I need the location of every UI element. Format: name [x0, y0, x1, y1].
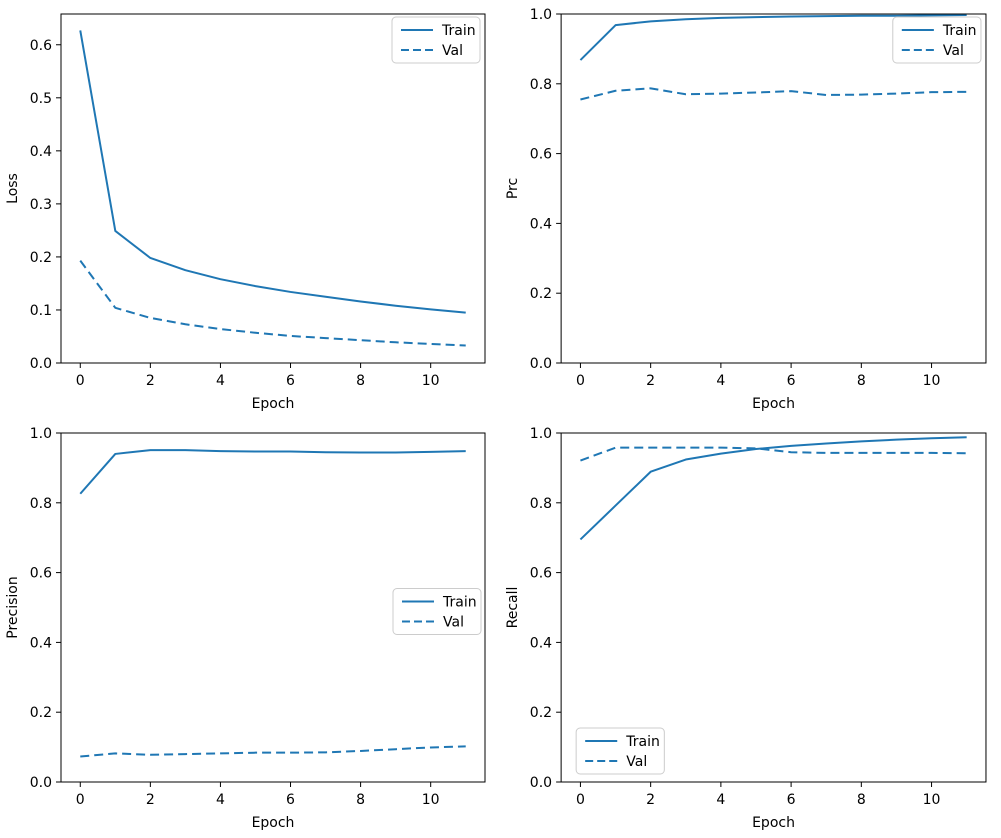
x-tick-label: 2 [146, 373, 155, 389]
x-tick-label: 10 [923, 792, 941, 808]
x-tick-label: 2 [646, 792, 655, 808]
y-tick-label: 0.0 [530, 356, 552, 372]
y-axis-label: Recall [505, 587, 521, 629]
series-line-val [580, 87, 967, 101]
x-tick-label: 8 [857, 792, 866, 808]
x-axis-label: Epoch [252, 815, 295, 831]
x-tick-label: 6 [286, 373, 295, 389]
legend: Train Val [391, 16, 481, 64]
recall-chart: 0 2 4 6 8 10 0.0 0.2 0.4 0.6 0.8 1.0 Epoch Recall Trai… [500, 419, 1001, 838]
x-tick-label: 6 [787, 373, 796, 389]
legend-label-val: Val [443, 615, 464, 631]
legend: Train Val [392, 588, 482, 635]
y-tick-label: 1.0 [30, 426, 52, 442]
x-tick-label: 2 [146, 792, 155, 808]
legend-label-train: Train [442, 595, 477, 611]
legend-label-train: Train [942, 23, 977, 39]
x-tick-label: 8 [857, 373, 866, 389]
x-tick-label: 2 [646, 373, 655, 389]
y-axis-label: Prc [505, 178, 521, 199]
series-line-train [579, 436, 967, 541]
loss-chart: 0 2 4 6 8 10 0.0 0.1 0.2 0.3 0.4 0.5 0.6 Epoch Loss Tra… [0, 0, 500, 419]
series-line-val [580, 446, 967, 462]
x-tick-label: 4 [716, 373, 725, 389]
x-tick-label: 0 [576, 373, 585, 389]
loss-chart-canvas: 0 2 4 6 8 10 0.0 0.1 0.2 0.3 0.4 0.5 0.6 Epoch Loss Tra… [0, 0, 500, 419]
y-tick-label: 0.2 [30, 250, 52, 266]
y-tick-label: 0.0 [30, 356, 52, 372]
x-tick-label: 10 [422, 792, 440, 808]
series-line-train [579, 14, 967, 61]
series-line-val [80, 745, 466, 758]
y-tick-label: 0.8 [530, 496, 552, 512]
y-tick-label: 0.1 [30, 303, 52, 319]
x-tick-label: 4 [216, 792, 225, 808]
x-tick-label: 10 [923, 373, 941, 389]
y-tick-label: 0.6 [30, 38, 52, 54]
y-tick-label: 0.0 [30, 775, 52, 791]
y-axis-label: Precision [5, 576, 21, 638]
x-tick-label: 8 [356, 373, 365, 389]
y-tick-label: 0.8 [530, 77, 552, 93]
x-tick-label: 4 [716, 792, 725, 808]
y-tick-label: 0.4 [30, 144, 52, 160]
prc-chart: 0 2 4 6 8 10 0.0 0.2 0.4 0.6 0.8 1.0 Epoch Prc Train Va… [500, 0, 1001, 419]
x-tick-label: 0 [576, 792, 585, 808]
x-tick-label: 6 [787, 792, 796, 808]
legend-label-train: Train [441, 23, 476, 39]
y-tick-label: 1.0 [530, 7, 552, 23]
series-line-train [79, 449, 466, 495]
x-tick-label: 6 [286, 792, 295, 808]
y-tick-label: 0.6 [530, 566, 552, 582]
y-tick-label: 0.8 [30, 496, 52, 512]
y-tick-label: 0.4 [530, 635, 552, 651]
x-axis-label: Epoch [752, 396, 795, 412]
recall-chart-canvas: 0 2 4 6 8 10 0.0 0.2 0.4 0.6 0.8 1.0 Epoch Recall Trai… [500, 419, 1001, 838]
y-tick-label: 1.0 [530, 426, 552, 442]
x-axis-label: Epoch [752, 815, 795, 831]
y-tick-label: 0.4 [530, 216, 552, 232]
legend-label-val: Val [943, 43, 964, 59]
y-tick-label: 0.2 [530, 705, 552, 721]
y-tick-label: 0.4 [30, 635, 52, 651]
legend: Train Val [575, 727, 665, 775]
y-tick-label: 0.6 [30, 566, 52, 582]
x-tick-label: 8 [356, 792, 365, 808]
y-tick-label: 0.2 [30, 705, 52, 721]
y-axis-label: Loss [5, 173, 21, 204]
x-axis-label: Epoch [252, 396, 295, 412]
prc-chart-canvas: 0 2 4 6 8 10 0.0 0.2 0.4 0.6 0.8 1.0 Epoch Prc Train Va… [500, 0, 1001, 419]
y-tick-label: 0.2 [530, 286, 552, 302]
legend-label-train: Train [625, 734, 660, 750]
legend-label-val: Val [626, 754, 647, 770]
series-line-val [79, 260, 466, 347]
x-tick-label: 0 [76, 792, 85, 808]
precision-chart-canvas: 0 2 4 6 8 10 0.0 0.2 0.4 0.6 0.8 1.0 Epoch Precision T… [0, 419, 500, 838]
precision-chart: 0 2 4 6 8 10 0.0 0.2 0.4 0.6 0.8 1.0 Epoch Precision T… [0, 419, 500, 838]
y-tick-label: 0.0 [530, 775, 552, 791]
y-tick-label: 0.6 [530, 147, 552, 163]
y-tick-label: 0.3 [30, 197, 52, 213]
legend-label-val: Val [442, 43, 463, 59]
x-tick-label: 0 [76, 373, 85, 389]
x-tick-label: 4 [216, 373, 225, 389]
x-tick-label: 10 [422, 373, 440, 389]
y-tick-label: 0.5 [30, 91, 52, 107]
series-line-train [79, 30, 466, 314]
legend: Train Val [892, 16, 982, 64]
